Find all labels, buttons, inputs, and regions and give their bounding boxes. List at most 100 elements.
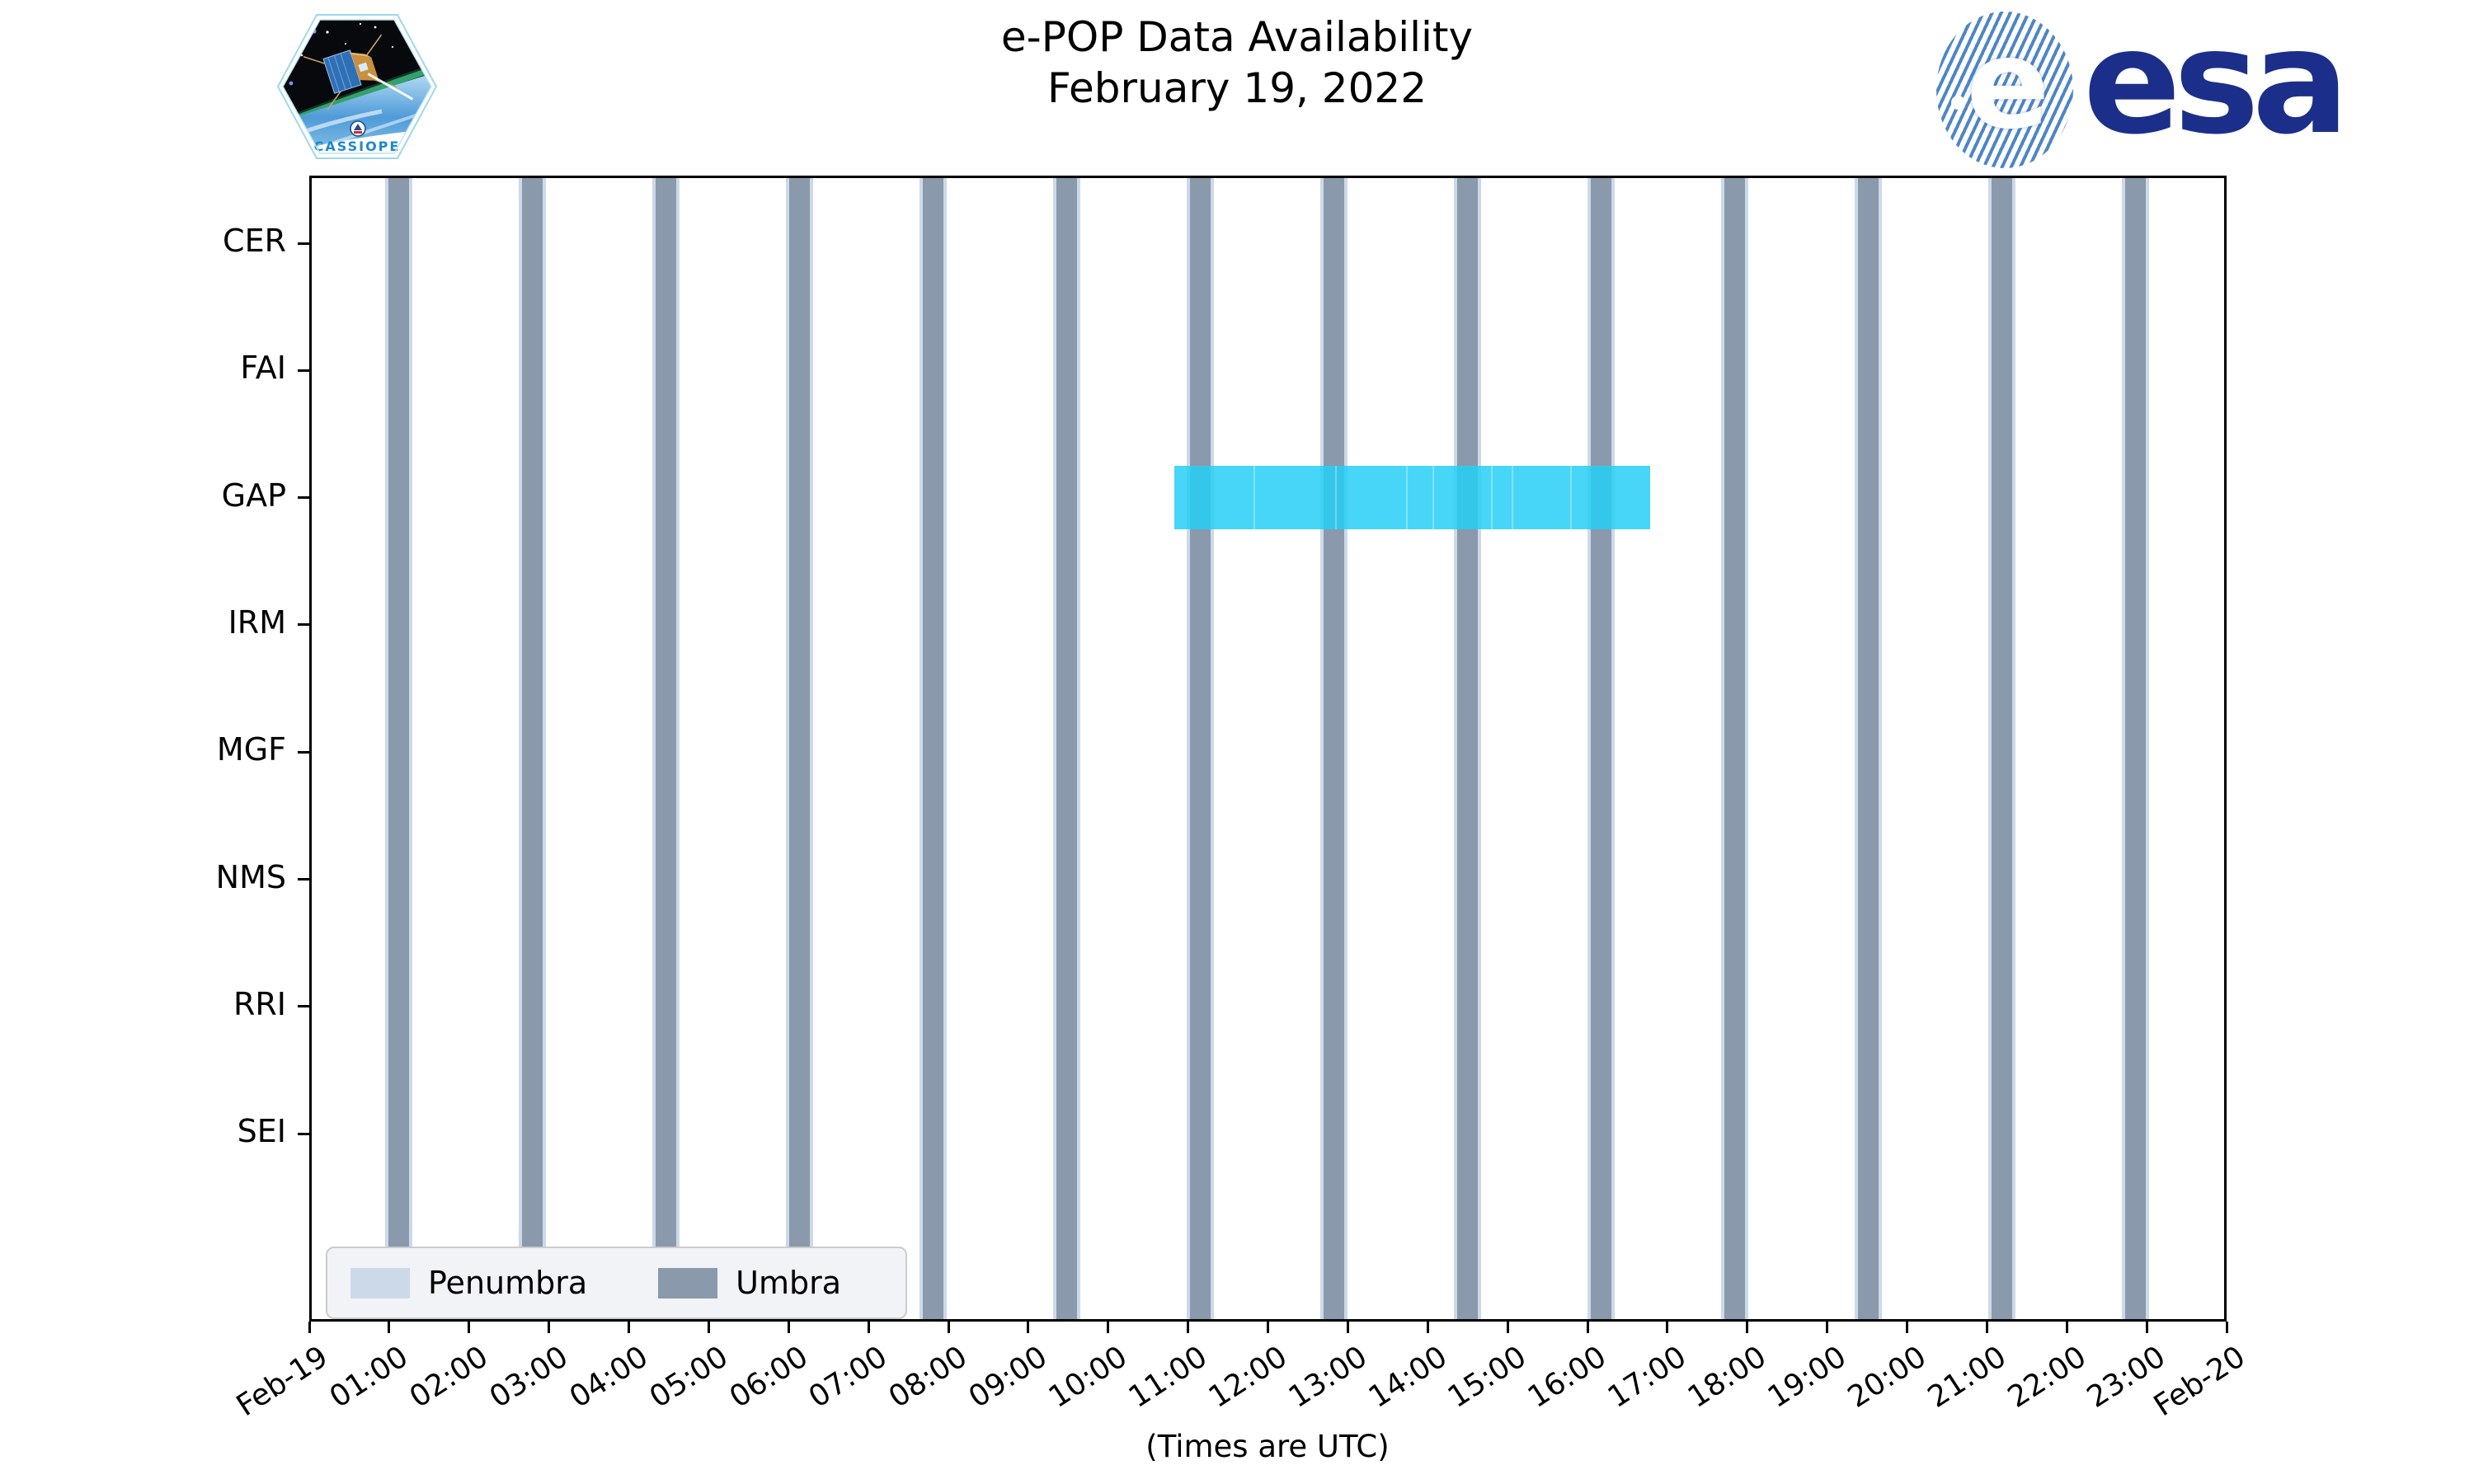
plot-area xyxy=(309,176,2227,1322)
chart-title-block: e-POP Data Availability February 19, 202… xyxy=(1001,12,1473,114)
y-tick-label-sei: SEI xyxy=(237,1113,286,1150)
y-tick-label-gap: GAP xyxy=(221,477,286,514)
y-tick-label-fai: FAI xyxy=(240,350,286,387)
availability-segment-seam xyxy=(1511,466,1513,530)
x-tick-label: 07:00 xyxy=(803,1340,894,1415)
umbra-bar xyxy=(1987,176,2015,1322)
x-tick-label: 09:00 xyxy=(962,1340,1054,1415)
x-tick xyxy=(1027,1322,1030,1333)
availability-segment-seam xyxy=(1406,466,1409,530)
y-tick-label-irm: IRM xyxy=(228,603,286,641)
esa-logo: e esa xyxy=(1936,5,2349,168)
x-tick-label: 21:00 xyxy=(1921,1340,2012,1415)
umbra-bar xyxy=(786,176,813,1322)
penumbra-swatch xyxy=(350,1267,410,1298)
x-tick xyxy=(1107,1322,1110,1333)
x-tick xyxy=(308,1322,311,1333)
x-tick-label: 14:00 xyxy=(1362,1340,1453,1415)
x-tick xyxy=(2065,1322,2068,1333)
x-tick xyxy=(1187,1322,1190,1333)
y-tick-label-nms: NMS xyxy=(215,858,286,895)
x-tick-label: Feb-19 xyxy=(231,1340,335,1424)
x-tick xyxy=(468,1322,471,1333)
patch-cassiope-label: CASSIOPE xyxy=(314,139,401,154)
x-tick-label: Feb-20 xyxy=(2148,1340,2252,1424)
y-tick xyxy=(298,496,309,500)
x-tick xyxy=(1426,1322,1429,1333)
cassiope-mission-patch: CASSIOPE xyxy=(275,4,440,169)
availability-segment-seam xyxy=(1490,466,1493,530)
x-tick xyxy=(947,1322,950,1333)
x-tick xyxy=(628,1322,630,1333)
x-tick-label: 13:00 xyxy=(1282,1340,1373,1415)
x-tick xyxy=(1586,1322,1589,1333)
legend: Penumbra Umbra xyxy=(326,1247,907,1319)
x-tick xyxy=(1506,1322,1509,1333)
y-tick-label-rri: RRI xyxy=(233,985,286,1022)
x-tick xyxy=(1346,1322,1349,1333)
umbra-bar xyxy=(1720,176,1748,1322)
x-tick xyxy=(2225,1322,2228,1333)
legend-label: Penumbra xyxy=(428,1265,588,1301)
x-axis-caption: (Times are UTC) xyxy=(1145,1429,1390,1464)
x-tick xyxy=(388,1322,391,1333)
umbra-bar xyxy=(1854,176,1882,1322)
esa-globe-e-letter: e xyxy=(1966,13,2050,157)
y-tick xyxy=(298,623,309,627)
x-tick-label: 10:00 xyxy=(1042,1340,1134,1415)
x-tick-label: 15:00 xyxy=(1442,1340,1533,1415)
umbra-bar xyxy=(2121,176,2149,1322)
x-tick-label: 12:00 xyxy=(1202,1340,1293,1415)
x-tick xyxy=(1267,1322,1269,1333)
y-tick-label-cer: CER xyxy=(223,223,286,259)
x-tick-label: 03:00 xyxy=(483,1340,574,1415)
availability-bar-gap xyxy=(1174,466,1650,530)
x-tick-label: 04:00 xyxy=(563,1340,654,1415)
cassiope-patch-icon: CASSIOPE xyxy=(276,14,438,159)
x-tick xyxy=(1985,1322,1988,1333)
y-tick xyxy=(298,1132,309,1135)
x-tick xyxy=(1666,1322,1669,1333)
y-tick xyxy=(298,878,309,881)
x-tick-label: 19:00 xyxy=(1761,1340,1852,1415)
legend-label: Umbra xyxy=(736,1265,842,1301)
y-tick xyxy=(298,369,309,372)
x-tick xyxy=(787,1322,790,1333)
availability-segment-seam xyxy=(1432,466,1435,530)
umbra-bar xyxy=(1453,176,1481,1322)
legend-item-umbra: Umbra xyxy=(658,1265,841,1301)
y-tick xyxy=(298,750,309,754)
availability-segment-seam xyxy=(1334,466,1337,530)
umbra-bar xyxy=(920,176,947,1322)
x-tick-label: 02:00 xyxy=(403,1340,495,1415)
x-tick-label: 20:00 xyxy=(1841,1340,1932,1415)
x-tick-label: 17:00 xyxy=(1602,1340,1693,1415)
umbra-bar xyxy=(1319,176,1348,1322)
x-tick xyxy=(2145,1322,2148,1333)
legend-item-penumbra: Penumbra xyxy=(350,1265,587,1301)
umbra-bar xyxy=(519,176,546,1322)
x-tick-label: 16:00 xyxy=(1522,1340,1613,1415)
umbra-bar xyxy=(652,176,680,1322)
esa-wordmark: esa xyxy=(2083,0,2349,167)
x-tick xyxy=(867,1322,870,1333)
x-tick xyxy=(1906,1322,1908,1333)
y-tick xyxy=(298,1005,309,1008)
umbra-bar xyxy=(385,176,412,1322)
y-tick xyxy=(298,242,309,245)
x-tick-label: 05:00 xyxy=(643,1340,734,1415)
x-tick-label: 08:00 xyxy=(882,1340,974,1415)
x-tick-label: 11:00 xyxy=(1122,1340,1213,1415)
umbra-bar xyxy=(1053,176,1080,1322)
x-tick-label: 01:00 xyxy=(323,1340,415,1415)
x-tick xyxy=(1746,1322,1749,1333)
availability-segment-seam xyxy=(1253,466,1256,530)
chart-title: e-POP Data Availability xyxy=(1000,13,1474,61)
chart-subtitle: February 19, 2022 xyxy=(1047,64,1427,112)
x-tick xyxy=(707,1322,710,1333)
x-tick xyxy=(548,1322,551,1333)
x-tick-label: 18:00 xyxy=(1681,1340,1773,1415)
x-tick-label: 22:00 xyxy=(2001,1340,2092,1415)
esa-globe-dot-icon xyxy=(1951,96,1965,110)
x-tick-label: 06:00 xyxy=(723,1340,814,1415)
